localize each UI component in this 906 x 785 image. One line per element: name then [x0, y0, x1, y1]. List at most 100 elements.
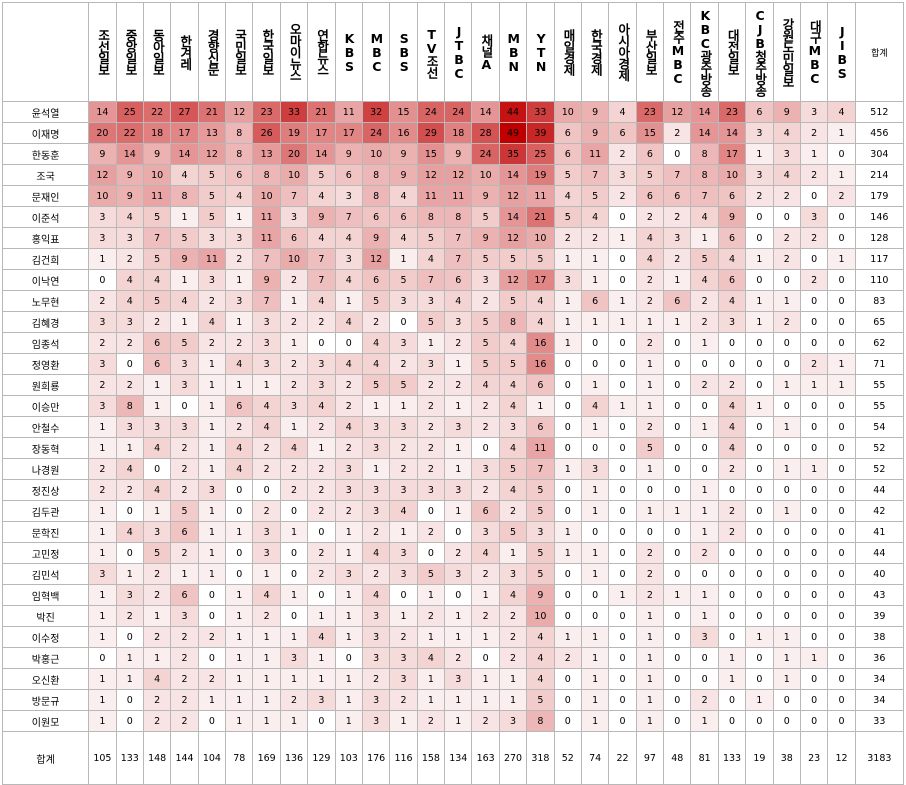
- heat-cell: 4: [553, 185, 582, 207]
- outlet-label: 오마이뉴스: [287, 23, 303, 81]
- row-total: 34: [854, 689, 905, 711]
- row-label: 이재명: [1, 122, 90, 144]
- heat-cell: 8: [361, 164, 391, 186]
- heat-cell: 4: [498, 437, 528, 459]
- heat-cell: 3: [745, 164, 774, 186]
- heat-cell: 1: [142, 647, 172, 669]
- heat-cell: 0: [608, 626, 637, 648]
- outlet-label: 한국일보: [259, 29, 275, 75]
- heat-cell: 2: [170, 458, 199, 480]
- column-total: 144: [170, 731, 199, 785]
- heat-cell: 5: [471, 248, 500, 270]
- heat-cell: 1: [745, 143, 774, 165]
- heat-cell: 3: [608, 164, 637, 186]
- heat-cell: 4: [307, 395, 336, 417]
- heat-cell: 0: [717, 626, 747, 648]
- column-total: 176: [361, 731, 391, 785]
- heat-cell: 2: [225, 332, 254, 354]
- heat-cell: 0: [745, 500, 774, 522]
- heat-cell: 4: [526, 647, 555, 669]
- heat-cell: 0: [608, 647, 637, 669]
- heat-cell: 1: [799, 458, 829, 480]
- heat-cell: 0: [197, 584, 227, 606]
- heat-cell: 2: [88, 332, 117, 354]
- heat-cell: 3: [361, 479, 391, 501]
- table-row: 이원모 1 0 2 2 0 1 1 1 0 1 3 1 2 1 2 3 8 0 1 0 1 0 1 0 0 0 0 0 33: [1, 710, 905, 732]
- heat-cell: 2: [197, 290, 227, 312]
- outlet-header: JIBS: [827, 2, 856, 102]
- heat-cell: 8: [526, 710, 555, 732]
- heat-cell: 1: [471, 689, 500, 711]
- heat-cell: 5: [170, 227, 199, 249]
- row-total: 38: [854, 626, 905, 648]
- heat-cell: 2: [307, 458, 336, 480]
- heat-cell: 1: [580, 416, 610, 438]
- row-total: 456: [854, 122, 905, 144]
- heat-cell: 0: [745, 374, 774, 396]
- outlet-header: TV조선: [416, 2, 446, 102]
- heat-cell: 4: [334, 227, 363, 249]
- column-total: 133: [115, 731, 144, 785]
- heat-cell: 26: [252, 122, 281, 144]
- heat-cell: 12: [88, 164, 117, 186]
- heat-cell: 0: [608, 521, 637, 543]
- column-total: 133: [717, 731, 747, 785]
- row-total: 304: [854, 143, 905, 165]
- outlet-header: 한국일보: [252, 2, 281, 102]
- heat-cell: 7: [307, 269, 336, 291]
- heat-cell: 4: [498, 479, 528, 501]
- heat-cell: 20: [279, 143, 309, 165]
- heat-cell: 0: [663, 647, 692, 669]
- heat-cell: 3: [334, 563, 363, 585]
- heat-cell: 0: [745, 269, 774, 291]
- heat-cell: 9: [88, 143, 117, 165]
- heat-cell: 9: [717, 206, 747, 228]
- heat-cell: 1: [444, 353, 473, 375]
- heat-cell: 2: [252, 500, 281, 522]
- heat-cell: 6: [142, 332, 172, 354]
- row-label: 이원모: [1, 710, 90, 732]
- heat-cell: 9: [471, 185, 500, 207]
- heat-cell: 1: [608, 584, 637, 606]
- heat-cell: 0: [307, 332, 336, 354]
- heat-cell: 20: [88, 122, 117, 144]
- heat-cell: 1: [635, 353, 665, 375]
- heat-cell: 1: [389, 605, 418, 627]
- heat-cell: 0: [799, 542, 829, 564]
- heat-cell: 1: [745, 626, 774, 648]
- heat-cell: 15: [416, 143, 446, 165]
- heat-cell: 4: [142, 668, 172, 690]
- heat-cell: 1: [334, 584, 363, 606]
- heat-cell: 0: [608, 248, 637, 270]
- heat-cell: 3: [115, 584, 144, 606]
- heat-cell: 1: [225, 647, 254, 669]
- heat-cell: 14: [471, 101, 500, 123]
- heat-cell: 6: [663, 290, 692, 312]
- heat-cell: 0: [827, 416, 856, 438]
- outlet-label: TV조선: [424, 26, 440, 78]
- heat-cell: 3: [444, 668, 473, 690]
- outlet-header: 대전일보: [717, 2, 747, 102]
- column-total: 48: [663, 731, 692, 785]
- heat-cell: 0: [663, 605, 692, 627]
- heat-cell: 4: [717, 290, 747, 312]
- heat-cell: 0: [745, 584, 774, 606]
- table-row: 조국 12 9 10 4 5 6 8 10 5 6 8 9 12 12 10 14 19 5 7 3 5 7 8 10 3 4 2 1 2…: [1, 164, 905, 186]
- heat-cell: 1: [444, 626, 473, 648]
- heat-cell: 1: [88, 584, 117, 606]
- outlet-header: 아시아경제: [608, 2, 637, 102]
- heat-cell: 15: [389, 101, 418, 123]
- heat-cell: 1: [580, 710, 610, 732]
- row-label: 이승만: [1, 395, 90, 417]
- outlet-label: 중앙일보: [123, 29, 139, 75]
- heat-cell: 2: [799, 164, 829, 186]
- heat-cell: 0: [799, 185, 829, 207]
- heat-cell: 4: [361, 542, 391, 564]
- heat-cell: 3: [690, 626, 719, 648]
- heat-cell: 2: [416, 374, 446, 396]
- heat-cell: 0: [115, 689, 144, 711]
- heat-cell: 1: [142, 500, 172, 522]
- heat-cell: 0: [580, 521, 610, 543]
- heat-cell: 49: [498, 122, 528, 144]
- heat-cell: 4: [526, 626, 555, 648]
